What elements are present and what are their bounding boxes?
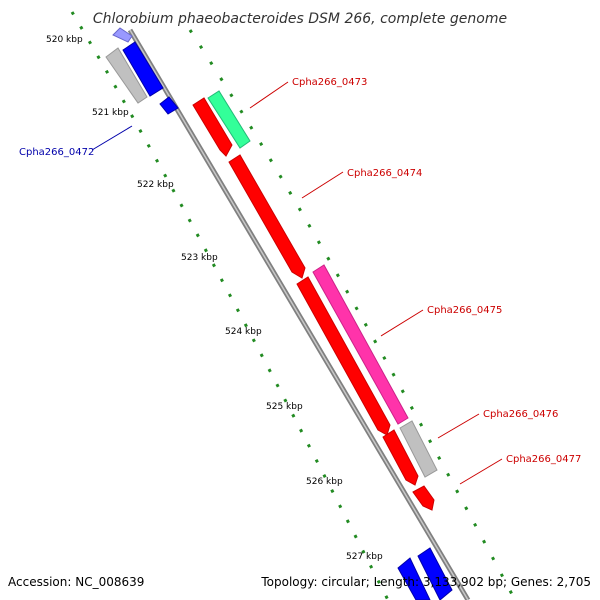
- tick-label-525: 525 kbp: [266, 402, 303, 412]
- tick-label-524: 524 kbp: [225, 327, 262, 337]
- tick-label-522: 522 kbp: [137, 180, 174, 190]
- genome-backbone-highlight: [129, 29, 469, 600]
- tick-label-520: 520 kbp: [46, 35, 83, 45]
- gene-cpha266-0476[interactable]: [296, 276, 391, 436]
- gene-gray-left[interactable]: [105, 47, 148, 104]
- gene-cpha266-0473-red[interactable]: [192, 97, 233, 157]
- topology-text: Topology: circular; Length: 3,133,902 bp…: [260, 575, 591, 589]
- gene-blue-small[interactable]: [159, 96, 179, 115]
- leader-cpha266-0474: [301, 171, 344, 199]
- leader-cpha266-0477: [459, 458, 503, 485]
- label-cpha266-0474[interactable]: Cpha266_0474: [347, 168, 422, 179]
- gene-cpha266-0472[interactable]: [122, 41, 164, 97]
- accession-text: Accession: NC_008639: [8, 575, 144, 589]
- gene-blue-bottom-1[interactable]: [397, 557, 431, 600]
- gene-cpha266-0473[interactable]: [207, 90, 251, 149]
- tick-label-523: 523 kbp: [181, 253, 218, 263]
- gene-blue-bottom-2[interactable]: [417, 547, 453, 600]
- tick-label-527: 527 kbp: [346, 552, 383, 562]
- tick-label-526: 526 kbp: [306, 477, 343, 487]
- label-cpha266-0477[interactable]: Cpha266_0477: [506, 454, 581, 465]
- label-cpha266-0476[interactable]: Cpha266_0476: [483, 409, 558, 420]
- gene-cpha266-0474[interactable]: [228, 154, 306, 279]
- inner-tick-track: [70, 11, 390, 600]
- leader-cpha266-0473: [249, 81, 289, 109]
- gene-cpha266-0477[interactable]: [412, 485, 435, 511]
- tick-label-521: 521 kbp: [92, 108, 129, 118]
- label-cpha266-0473[interactable]: Cpha266_0473: [292, 77, 367, 88]
- leader-cpha266-0475: [380, 309, 424, 337]
- label-cpha266-0472[interactable]: Cpha266_0472: [19, 147, 94, 158]
- label-cpha266-0475[interactable]: Cpha266_0475: [427, 305, 502, 316]
- gene-cpha266-0475[interactable]: [312, 264, 409, 425]
- gene-gray-right[interactable]: [399, 420, 438, 478]
- leader-cpha266-0476: [437, 413, 480, 439]
- gene-blue-top[interactable]: [112, 27, 133, 43]
- leader-cpha266-0472: [91, 125, 133, 151]
- gene-red-lower[interactable]: [382, 429, 419, 486]
- map-title: Chlorobium phaeobacteroides DSM 266, com…: [93, 11, 507, 27]
